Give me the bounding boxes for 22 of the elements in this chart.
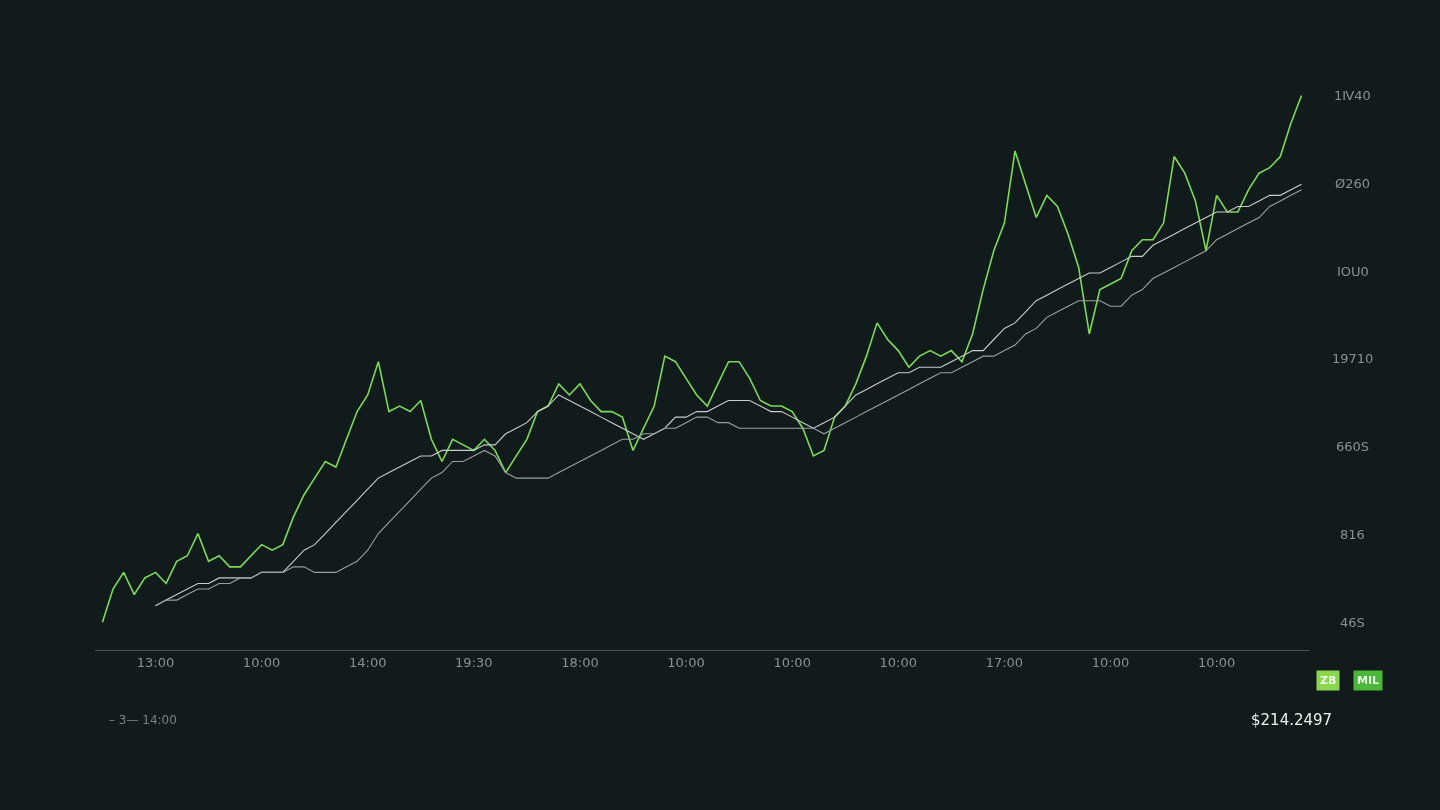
x-tick-label: 10:00: [1091, 654, 1130, 670]
x-tick-label: 10:00: [879, 654, 918, 670]
text: 816: [1340, 527, 1365, 542]
text: 19710: [1332, 351, 1374, 366]
text: MIL: [1357, 674, 1380, 687]
x-tick-label: 13:00: [136, 654, 175, 670]
x-tick-label: 18:00: [561, 654, 599, 670]
x-tick-label: 10:00: [242, 654, 281, 670]
x-tick-label: 17:00: [985, 654, 1024, 670]
x-tick-label: 10:00: [667, 654, 705, 670]
text: 46S: [1340, 615, 1365, 630]
text: 660S: [1336, 439, 1370, 454]
text: 1Ⅳ40: [1334, 88, 1371, 103]
text: ZB: [1320, 674, 1337, 687]
x-tick-label: 14:00: [348, 654, 387, 670]
x-tick-label: 19:30: [455, 654, 493, 670]
text: Ø260: [1335, 176, 1371, 191]
x-tick-label: 10:00: [773, 654, 811, 670]
x-tick-label: 10:00: [1197, 654, 1236, 670]
text: $214.2497: [1251, 711, 1333, 729]
text: – 3— 14:00: [109, 713, 177, 727]
text: IOU0: [1337, 264, 1369, 279]
